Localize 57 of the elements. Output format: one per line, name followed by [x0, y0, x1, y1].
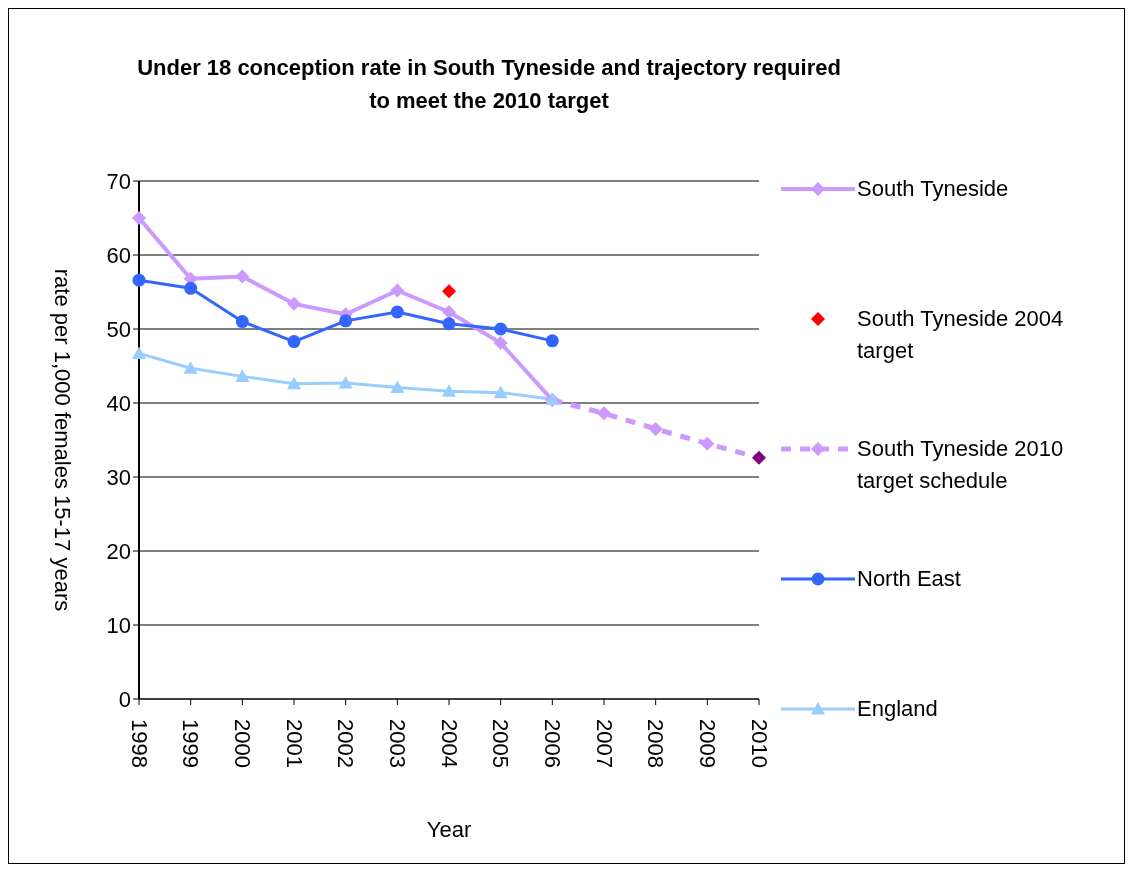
x-tick-label: 2006 [539, 719, 565, 768]
point [235, 369, 250, 382]
point [442, 317, 456, 331]
point [132, 211, 146, 225]
x-tick-label: 2004 [436, 719, 462, 768]
point [390, 283, 405, 298]
legend-label: North East [857, 565, 962, 593]
y-tick-label: 40 [106, 390, 131, 416]
point [184, 281, 198, 295]
legend-label: South Tyneside [857, 175, 1010, 203]
point [287, 335, 301, 349]
x-tick-label: 2002 [333, 719, 359, 768]
x-tick-label: 1999 [178, 719, 204, 768]
point [648, 421, 663, 436]
x-tick-label: 2005 [488, 719, 514, 768]
point [339, 314, 353, 328]
point [132, 273, 146, 287]
x-tick-label: 2007 [591, 719, 617, 768]
y-tick-label: 60 [106, 242, 131, 268]
point [700, 436, 715, 451]
point [132, 346, 146, 360]
point [493, 385, 508, 399]
x-tick-label: 2003 [384, 719, 410, 768]
point [338, 376, 353, 389]
point [545, 334, 559, 348]
y-axis-title: rate per 1,000 females 15-17 years [50, 268, 76, 612]
x-tick-label: 2010 [746, 719, 772, 768]
point [493, 336, 508, 351]
point [442, 284, 456, 299]
x-tick-label: 2008 [643, 719, 669, 768]
y-tick-label: 20 [106, 538, 131, 564]
point [442, 384, 456, 397]
legend-label: South Tyneside 2004 target [857, 305, 1065, 365]
point [390, 305, 404, 319]
legend-label: England [857, 695, 939, 723]
y-tick-label: 10 [106, 612, 131, 638]
point [235, 269, 250, 284]
legend-label: South Tyneside 2010 target schedule [857, 435, 1065, 495]
point [287, 296, 301, 311]
point [287, 376, 301, 390]
point [183, 361, 198, 374]
x-tick-label: 2000 [229, 719, 255, 768]
point [597, 406, 611, 421]
point [752, 450, 766, 465]
y-tick-label: 50 [106, 316, 131, 342]
point [235, 315, 249, 329]
x-tick-label: 2001 [281, 719, 307, 768]
y-tick-label: 70 [106, 168, 131, 194]
point [442, 304, 456, 319]
x-tick-label: 1998 [126, 719, 152, 768]
point [390, 380, 405, 394]
x-axis-title: Year [426, 817, 472, 842]
y-tick-label: 0 [118, 686, 131, 712]
y-tick-label: 30 [106, 464, 131, 490]
x-tick-label: 2009 [694, 719, 720, 768]
point [494, 322, 508, 336]
chart-title: Under 18 conception rate in South Tyneside and trajectory required to meet the 2010 target [136, 54, 842, 115]
